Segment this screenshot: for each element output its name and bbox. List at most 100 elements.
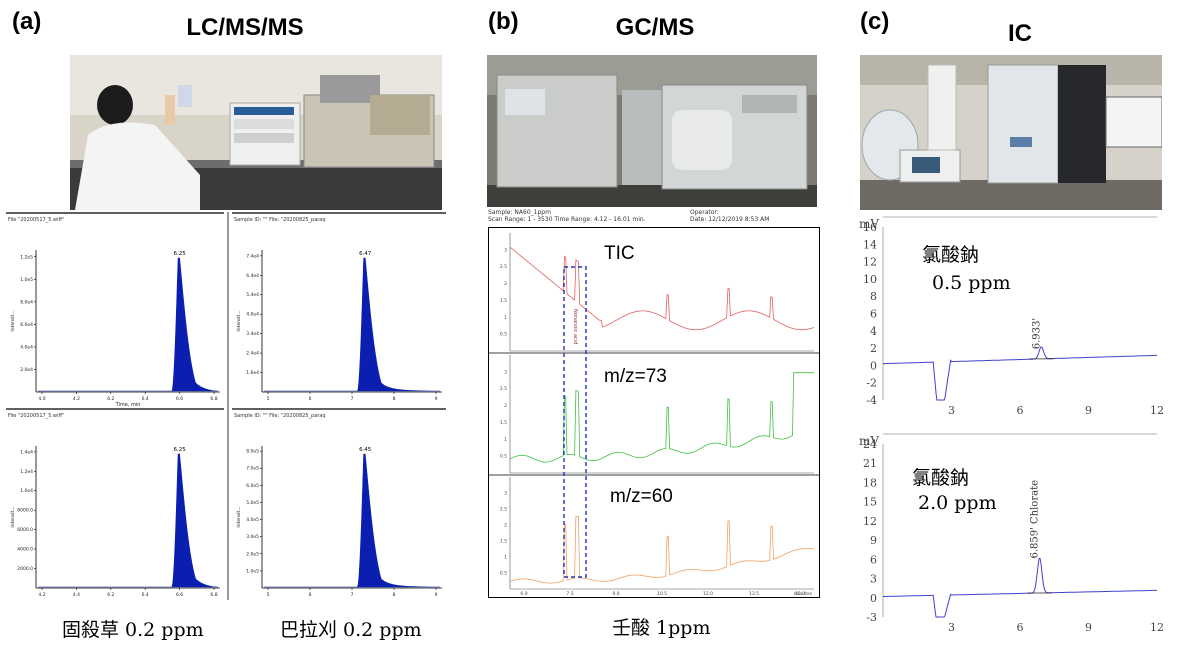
ic-x-tick-label: 6 (1017, 404, 1024, 417)
ic-y-tick-label: 24 (863, 438, 877, 451)
lc-xlabel: Time, min (115, 402, 141, 408)
ic-trace (883, 557, 1158, 618)
lc-y-tick-label: 1.0e5 (20, 277, 33, 283)
gc-y-tick-label: 0.5 (500, 571, 507, 577)
gc-trace-tic (509, 246, 815, 331)
lc-ylabel: Intensit... (236, 506, 242, 527)
lc-y-tick-label: 8000.0 (17, 508, 33, 514)
panel-title-lcmsms: LC/MS/MS (186, 14, 304, 41)
lc-x-tick-label: 4.2 (73, 396, 80, 402)
lc-x-tick-label: 4.4 (73, 592, 80, 598)
ic-top-concentration: 0.5 ppm (932, 272, 1011, 294)
lc-x-tick-label: 9 (435, 592, 438, 598)
lc-x-tick-label: 6.4 (142, 396, 149, 402)
lc-y-tick-label: 1.4e4 (20, 449, 33, 455)
ic-y-tick-label: 18 (863, 476, 877, 489)
gc-x-tick-label: 6.0 (520, 591, 527, 597)
gc-label-tic: TIC (604, 243, 635, 264)
caption-glufosinate: 固殺草 0.2 ppm (62, 619, 204, 641)
lc-x-tick-label: 8 (393, 592, 396, 598)
ic-peak-label: 6.933' (1031, 318, 1042, 349)
ic-y-tick-label: 10 (863, 273, 877, 286)
lc-ylabel: Intensit... (10, 310, 16, 331)
ic-y-tick-label: 9 (870, 534, 877, 547)
lc-peak (264, 453, 441, 588)
ic-y-tick-label: 2 (870, 342, 877, 355)
gc-x-tick-label: 7.5 (566, 591, 573, 597)
lc-x-tick-label: 4.2 (38, 592, 45, 598)
ic-y-tick-label: 8 (870, 290, 877, 303)
gc-y-tick-label: 3 (504, 247, 507, 253)
gc-header-operator: Operator: (690, 209, 719, 216)
ic-chromatogram-top: mV 16 14 12 10 8 6 4 2 0 -2 -4 3 6 9 12 6.933' (855, 213, 1165, 418)
ic-y-tick-label: -4 (866, 394, 877, 407)
lc-x-tick-label: 4.0 (38, 396, 45, 402)
ic-photo (860, 55, 1162, 210)
panel-letter-a: (a) (12, 8, 42, 35)
lc-x-tick-label: 6.8 (210, 592, 217, 598)
gc-x-tick-label: 13.5 (749, 591, 759, 597)
ic-y-tick-label: 15 (863, 496, 877, 509)
lc-y-tick-label: 1.2e4 (20, 469, 33, 475)
ic-x-tick-label: 3 (948, 621, 955, 634)
caption-nonanoic-acid: 壬酸 1ppm (612, 617, 711, 639)
ic-y-tick-label: -2 (866, 377, 877, 390)
lc-x-tick-label: 7 (351, 592, 354, 598)
lc-y-tick-label: 1.0e4 (20, 488, 33, 494)
gc-y-tick-label: 1 (504, 437, 507, 443)
gc-x-tick-label: 10.5 (657, 591, 667, 597)
lc-chromatogram-grid: File "20200517_5.wiff" 2.0e4 4.0e4 6.0e4 8.0… (6, 212, 446, 602)
lc-y-tick-label: 5.4e4 (246, 292, 259, 298)
lc-x-tick-label: 6.8 (210, 396, 217, 402)
lc-x-tick-label: 7 (351, 396, 354, 402)
lc-y-tick-label: 5.0e5 (246, 500, 259, 506)
lc-header: File "20200517_5.wiff" (8, 217, 64, 223)
ic-unit: mV (859, 217, 879, 231)
ic-x-tick-label: 9 (1085, 621, 1092, 634)
lc-peak-label: 6.47 (359, 251, 372, 257)
gcms-photo (487, 55, 817, 207)
ic-trace (882, 346, 1157, 401)
gc-x-tick-label: 12.0 (703, 591, 713, 597)
panel-title-gcms: GC/MS (615, 14, 695, 41)
lc-y-tick-label: 1.6e4 (246, 370, 259, 376)
lc-y-tick-label: 8.0e4 (20, 299, 33, 305)
ic-x-tick-label: 3 (948, 404, 955, 417)
lc-y-tick-label: 4.0e4 (246, 312, 259, 318)
lc-y-tick-label: 3.4e4 (246, 331, 259, 337)
gc-y-tick-label: 2.5 (500, 386, 507, 392)
lc-x-tick-label: 6.2 (107, 592, 114, 598)
gc-y-tick-label: 1 (504, 555, 507, 561)
ic-y-tick-label: 14 (863, 238, 877, 251)
ic-x-tick-label: 9 (1085, 404, 1092, 417)
lc-y-tick-label: 1.0e5 (246, 568, 259, 574)
lc-x-tick-label: 6.6 (176, 592, 183, 598)
ic-y-tick-label: 12 (863, 256, 877, 269)
gc-trace-mz73 (509, 372, 814, 463)
lc-y-tick-label: 6.0e4 (20, 322, 33, 328)
lc-y-tick-label: 8.0e5 (246, 449, 259, 455)
gc-peak-name: Nonanoic acid (572, 309, 578, 344)
ic-x-tick-label: 12 (1150, 404, 1164, 417)
gc-y-tick-label: 1.5 (500, 539, 507, 545)
gc-trace-mz60 (509, 516, 814, 584)
panel-letter-b: (b) (488, 8, 519, 35)
lc-x-tick-label: 6 (309, 592, 312, 598)
lc-peak (38, 453, 219, 588)
gc-frame (488, 227, 820, 598)
gc-y-tick-label: 1.5 (500, 420, 507, 426)
lc-y-tick-label: 6000.0 (17, 527, 33, 533)
gc-y-tick-label: 0.5 (500, 454, 507, 460)
ic-y-tick-label: -3 (866, 611, 877, 624)
lc-y-tick-label: 2.4e4 (246, 351, 259, 357)
gc-y-tick-label: 2.5 (500, 264, 507, 270)
lc-x-tick-label: 8 (393, 396, 396, 402)
gc-y-tick-label: 1.5 (500, 298, 507, 304)
gc-y-tick-label: 2 (504, 281, 507, 287)
gc-x-unit: minutes (794, 591, 813, 597)
ic-bottom-concentration: 2.0 ppm (918, 492, 997, 514)
lc-y-tick-label: 4000.0 (17, 547, 33, 553)
lc-x-tick-label: 6.4 (142, 592, 149, 598)
ic-y-tick-label: 0 (870, 592, 877, 605)
gc-header-sample: Sample: NA60_1ppm (488, 209, 551, 216)
